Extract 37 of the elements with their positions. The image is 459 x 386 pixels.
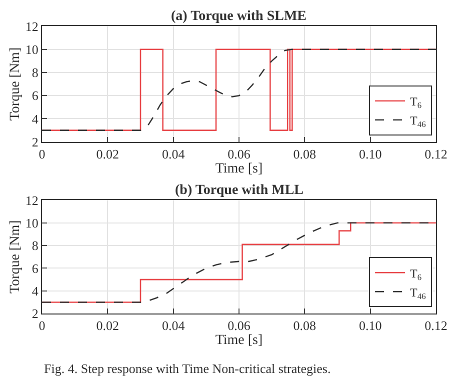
y-tick-label: 2 bbox=[32, 306, 38, 322]
legend-label: T$_{6}$ bbox=[410, 266, 422, 282]
x-tick-label: 0.12 bbox=[424, 318, 448, 334]
y-tick-label: 10 bbox=[25, 42, 38, 57]
x-tick-label: 0.06 bbox=[228, 318, 251, 334]
caption: Fig. 4. Step response with Time Non-critical strategies. bbox=[44, 361, 331, 376]
y-tick-label: 12 bbox=[25, 192, 38, 208]
x-tick-label: 0.08 bbox=[293, 318, 316, 334]
y-tick-label: 4 bbox=[32, 283, 39, 298]
x-tick-label: 0.02 bbox=[96, 318, 120, 334]
x-tick-label: 0.12 bbox=[424, 146, 448, 162]
y-tick-label: 2 bbox=[32, 134, 38, 150]
y-tick-label: 8 bbox=[32, 238, 38, 254]
y-tick-label: 12 bbox=[25, 18, 38, 34]
x-tick-label: 0.06 bbox=[228, 146, 251, 162]
x-tick-label: 0.04 bbox=[162, 318, 186, 334]
y-axis-title: Torque [Nm] bbox=[8, 47, 23, 121]
x-axis-title: Time [s] bbox=[215, 161, 263, 176]
y-tick-label: 4 bbox=[32, 111, 39, 126]
x-tick-label: 0 bbox=[38, 318, 46, 334]
y-tick-label: 10 bbox=[25, 215, 38, 230]
chart-title: (b) Torque with MLL bbox=[175, 183, 304, 198]
x-axis-title: Time [s] bbox=[215, 333, 263, 348]
x-tick-label: 0.10 bbox=[358, 146, 382, 162]
chart-title: (a) Torque with SLME bbox=[171, 9, 306, 24]
x-tick-label: 0 bbox=[38, 146, 46, 162]
x-tick-label: 0.10 bbox=[358, 318, 382, 334]
legend-label: T$_{6}$ bbox=[410, 94, 422, 110]
legend-label: T$_{46}$ bbox=[410, 114, 426, 130]
x-tick-label: 0.04 bbox=[162, 146, 186, 162]
y-tick-label: 6 bbox=[32, 260, 39, 276]
y-axis-title: Torque [Nm] bbox=[8, 220, 23, 294]
legend-label: T$_{46}$ bbox=[410, 285, 426, 301]
x-tick-label: 0.02 bbox=[96, 146, 120, 162]
y-tick-label: 6 bbox=[32, 88, 39, 104]
x-tick-label: 0.08 bbox=[293, 146, 316, 162]
y-tick-label: 8 bbox=[32, 65, 38, 80]
